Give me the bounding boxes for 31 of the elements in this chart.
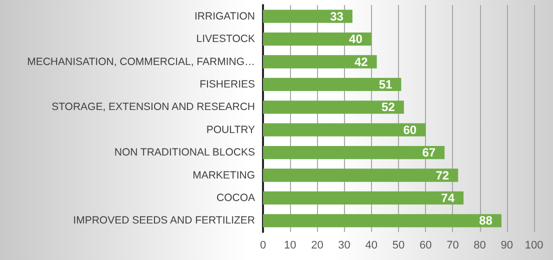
data-label: 60 xyxy=(403,122,417,137)
y-tick-label: MARKETING xyxy=(192,169,255,182)
data-label: 42 xyxy=(354,54,368,69)
y-tick-label: IMPROVED SEEDS AND FERTILIZER xyxy=(73,214,256,227)
x-tick-label: 20 xyxy=(311,240,324,252)
y-tick-label: IRRIGATION xyxy=(194,10,255,22)
y-tick-label: LIVESTOCK xyxy=(196,33,255,46)
x-tick-label: 100 xyxy=(524,240,544,252)
data-label: 72 xyxy=(436,168,450,182)
data-label: 74 xyxy=(441,190,455,205)
data-label: 51 xyxy=(378,77,393,92)
y-tick-label: FISHERIES xyxy=(200,78,255,90)
y-tick-label: NON TRADITIONAL BLOCKS xyxy=(114,146,255,159)
x-tick-label: 90 xyxy=(500,240,514,252)
data-label: 67 xyxy=(422,146,436,160)
x-tick-label: 40 xyxy=(365,240,378,252)
x-tick-label: 30 xyxy=(338,240,350,252)
x-tick-label: 70 xyxy=(446,240,459,252)
y-tick-label: MECHANISATION, COMMERCIAL, FARMING… xyxy=(27,56,255,68)
x-tick-label: 50 xyxy=(392,240,405,252)
data-label: 52 xyxy=(382,100,396,114)
x-tick-label: 10 xyxy=(284,240,296,252)
x-tick-label: 80 xyxy=(474,240,486,252)
data-label: 40 xyxy=(349,32,363,46)
data-label: 88 xyxy=(479,214,493,228)
y-tick-label: STORAGE, EXTENSION AND RESEARCH xyxy=(52,101,255,114)
y-tick-label: COCOA xyxy=(216,192,255,204)
x-tick-label: 0 xyxy=(260,240,266,252)
data-label: 33 xyxy=(330,9,344,24)
y-tick-label: POULTRY xyxy=(206,124,255,136)
x-tick-label: 60 xyxy=(419,240,432,252)
